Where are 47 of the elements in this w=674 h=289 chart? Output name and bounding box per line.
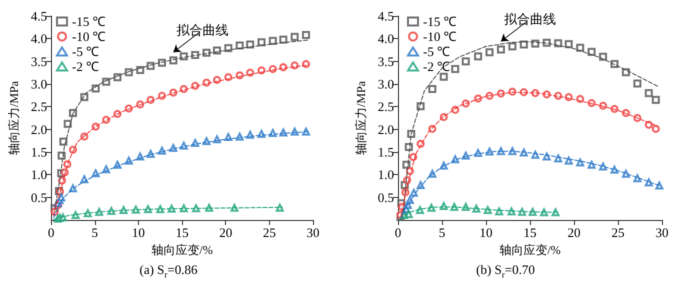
legend-label: -5 ℃ bbox=[423, 44, 450, 59]
text: (a) S$_{r}$=0.86 bbox=[138, 262, 198, 280]
y-tick-label: 3.5 bbox=[378, 54, 394, 69]
x-axis-title: 轴向应变/% bbox=[151, 243, 213, 257]
legend-label: -15 ℃ bbox=[423, 14, 457, 29]
y-tick-label: 4.0 bbox=[30, 31, 48, 46]
y-tick-label: 0.5 bbox=[30, 190, 48, 205]
legend-label: -5 ℃ bbox=[72, 44, 100, 59]
x-tick-label: 5 bbox=[438, 225, 446, 240]
y-tick-label: 1.5 bbox=[30, 144, 48, 160]
x-tick-label: 15 bbox=[524, 225, 536, 240]
y-tick-label: 4.0 bbox=[378, 31, 394, 46]
legend-label: -10 ℃ bbox=[423, 29, 457, 44]
y-tick-label: 3.5 bbox=[30, 54, 48, 69]
x-tick-label: 20 bbox=[219, 225, 232, 240]
x-tick-label: 25 bbox=[612, 225, 624, 240]
y-tick-label: 1.5 bbox=[378, 144, 394, 160]
y-tick-label: 2.5 bbox=[378, 99, 394, 114]
x-tick-label: 15 bbox=[176, 225, 189, 240]
x-tick-label: 20 bbox=[568, 225, 580, 240]
y-axis-title: 轴向应力/MPa bbox=[7, 80, 21, 156]
x-tick-label: 0 bbox=[394, 225, 402, 240]
x-axis-title: 轴向应变/% bbox=[499, 243, 561, 257]
y-tick-label: 1.0 bbox=[378, 167, 394, 182]
annotation: 拟合曲线 bbox=[176, 22, 229, 38]
x-tick-label: 10 bbox=[480, 225, 492, 240]
y-tick-label: 4.5 bbox=[378, 8, 394, 24]
y-tick-label: 2.5 bbox=[30, 99, 48, 114]
x-tick-label: 30 bbox=[306, 225, 320, 240]
legend-label: -2 ℃ bbox=[72, 59, 100, 74]
y-tick-label: 3.0 bbox=[30, 76, 48, 92]
legend-label: -10 ℃ bbox=[72, 29, 106, 44]
x-tick-label: 30 bbox=[656, 225, 668, 240]
annotation: 拟合曲线 bbox=[504, 11, 556, 26]
y-axis-title: 轴向应力/MPa bbox=[354, 80, 368, 156]
x-tick-label: 0 bbox=[48, 225, 54, 240]
x-tick-label: 25 bbox=[262, 225, 276, 240]
x-tick-label: 5 bbox=[92, 225, 98, 240]
y-tick-label: 1.0 bbox=[30, 167, 48, 182]
legend-label: -15 ℃ bbox=[72, 14, 106, 29]
text: (b) S$_{r}$=0.70 bbox=[475, 262, 536, 280]
y-tick-label: 3.0 bbox=[378, 76, 394, 92]
y-tick-label: 4.5 bbox=[30, 8, 48, 24]
y-tick-label: 2.0 bbox=[378, 122, 394, 137]
y-tick-label: 0.5 bbox=[378, 190, 394, 205]
x-tick-label: 10 bbox=[132, 225, 145, 240]
y-tick-label: 2.0 bbox=[30, 122, 48, 137]
